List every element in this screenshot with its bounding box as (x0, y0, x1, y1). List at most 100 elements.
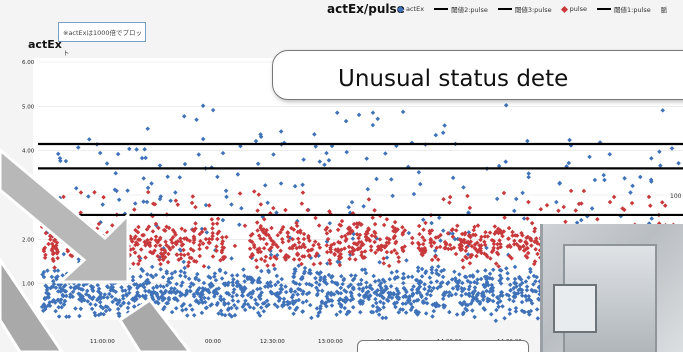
actEx-point (101, 295, 107, 300)
actEx-point (302, 265, 308, 271)
actEx-point (490, 267, 496, 272)
actEx-point (255, 302, 260, 307)
pulse-point (360, 242, 366, 247)
actEx-point (300, 276, 305, 281)
pulse-point (506, 225, 512, 231)
actEx-point (326, 272, 332, 278)
actEx-point (429, 288, 434, 294)
actEx-point (226, 301, 231, 306)
actEx-point (256, 275, 262, 281)
actEx-point (526, 297, 531, 302)
actEx-point (396, 310, 401, 315)
legend-label: actEx (406, 5, 425, 13)
actEx-point (436, 272, 442, 278)
actEx-point (375, 305, 380, 310)
pulse-point (283, 257, 288, 262)
actEx-point (338, 290, 344, 296)
actEx-point (460, 280, 465, 286)
actEx-point (439, 268, 444, 274)
actEx-point (271, 152, 276, 157)
actEx-point (154, 284, 160, 290)
actEx-point (240, 289, 245, 295)
actEx-point (169, 286, 174, 291)
actEx-point (300, 309, 306, 314)
actEx-point (411, 299, 417, 304)
actEx-point (523, 279, 529, 284)
actEx-point (110, 299, 115, 305)
actEx-point (401, 286, 407, 291)
actEx-point (401, 275, 407, 281)
actEx-point (368, 283, 373, 288)
actEx-point (474, 296, 479, 302)
actEx-point (207, 282, 212, 288)
actEx-point (490, 292, 496, 298)
actEx-point (138, 274, 143, 279)
pulse-point (301, 236, 307, 242)
legend-swatch (597, 8, 612, 10)
actEx-point (440, 296, 446, 302)
actEx-point (475, 277, 480, 282)
actEx-point (440, 280, 445, 285)
actEx-point (428, 280, 434, 285)
actEx-point (235, 299, 241, 304)
actEx-point (342, 305, 348, 311)
actEx-point (191, 312, 197, 318)
actEx-point (411, 191, 417, 197)
actEx-point (212, 291, 218, 297)
actEx-point (85, 299, 91, 304)
actEx-point (255, 286, 260, 292)
actEx-point (291, 274, 296, 280)
pulse-point (259, 256, 264, 262)
device-photo (540, 224, 683, 352)
actEx-point (428, 293, 433, 298)
actEx-point (168, 290, 174, 295)
pulse-point (496, 264, 501, 269)
actEx-point (466, 291, 472, 296)
actEx-point (457, 272, 462, 277)
actEx-point (470, 274, 476, 279)
actEx-point (409, 287, 415, 292)
actEx-point (300, 291, 306, 297)
legend-swatch (434, 8, 449, 10)
actEx-point (318, 270, 323, 275)
actEx-point (281, 299, 287, 305)
actEx-point (505, 276, 511, 282)
y-tick-label: 2.00 (22, 237, 35, 243)
actEx-point (257, 292, 263, 298)
pulse-point (197, 253, 203, 259)
actEx-point (370, 303, 376, 309)
bottom-callout-box (357, 340, 529, 352)
actEx-point (328, 298, 334, 303)
actEx-point (447, 290, 452, 295)
pulse-point (287, 245, 293, 251)
actEx-point (454, 284, 459, 289)
actEx-point (521, 309, 527, 315)
pulse-point (285, 234, 291, 239)
actEx-point (401, 271, 406, 277)
actEx-point (358, 281, 364, 287)
actEx-point (268, 252, 274, 258)
actEx-point (374, 300, 379, 306)
actEx-point (350, 304, 356, 310)
actEx-point (376, 278, 382, 283)
legend-item: actEx (396, 5, 425, 13)
actEx-point (496, 296, 501, 301)
actEx-point (380, 315, 385, 321)
actEx-point (296, 263, 301, 269)
legend-item: pulse (560, 5, 587, 13)
actEx-point (418, 279, 424, 285)
actEx-point (388, 290, 393, 296)
actEx-point (366, 296, 372, 302)
actEx-point (379, 288, 384, 293)
actEx-point (403, 310, 409, 315)
actEx-point (317, 282, 322, 287)
actEx-point (452, 269, 457, 275)
actEx-point (307, 302, 313, 308)
actEx-point (72, 286, 77, 291)
actEx-point (217, 268, 223, 274)
actEx-point (248, 295, 254, 300)
actEx-point (463, 291, 469, 297)
actEx-point (204, 288, 210, 293)
actEx-point (512, 294, 518, 299)
actEx-point (329, 279, 335, 285)
